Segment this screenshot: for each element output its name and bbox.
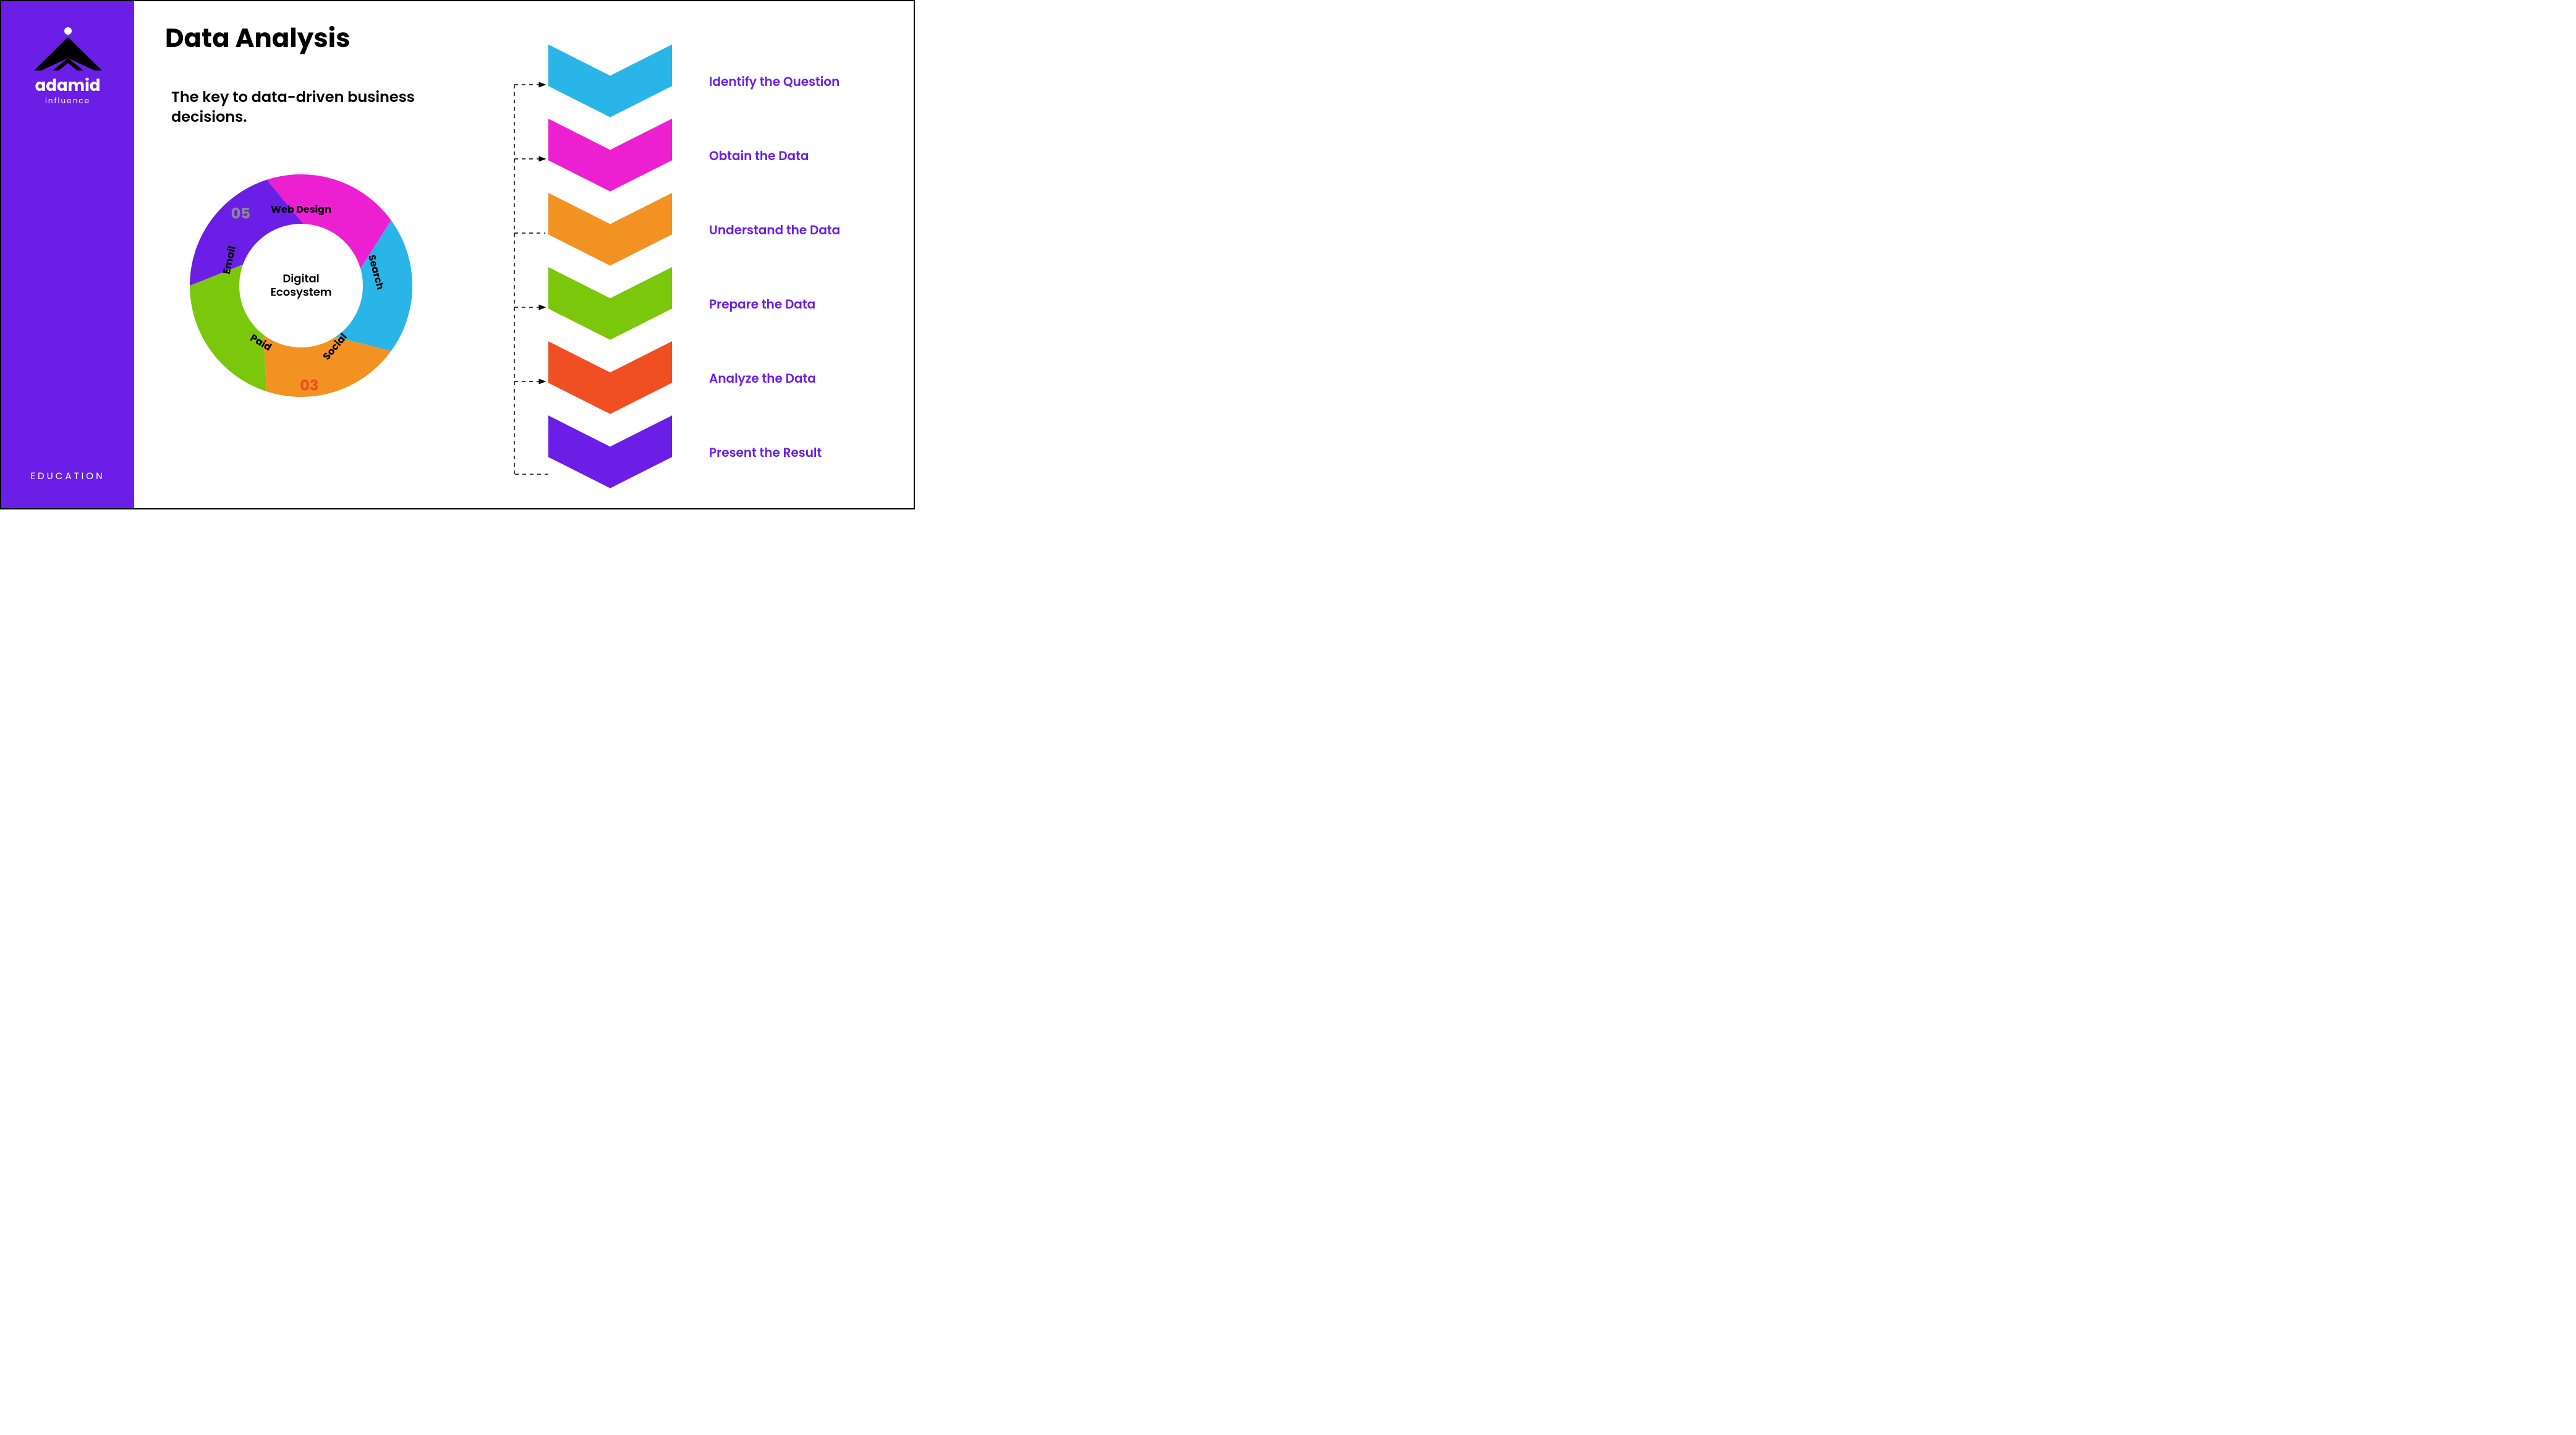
page-title: Data Analysis	[165, 19, 351, 57]
process-step-label: Obtain the Data	[709, 147, 809, 165]
slide-frame: adamid influence EDUCATION Data Analysis…	[0, 0, 915, 509]
donut-segment-number-04: 04	[200, 308, 219, 328]
process-step-label: Present the Result	[709, 443, 822, 462]
brand-name: adamid	[1, 74, 134, 98]
chevron-icon	[548, 415, 672, 490]
chevron-icon	[548, 45, 672, 119]
process-step-4: Prepare the Data	[548, 267, 895, 341]
process-steps: Identify the Question Obtain the Data Unde…	[548, 45, 895, 490]
process-step-1: Identify the Question	[548, 45, 895, 119]
donut-segment-number-01: 01	[341, 194, 356, 215]
donut-segment-label-01: Web Design	[271, 202, 331, 216]
process-step-label: Prepare the Data	[709, 295, 815, 313]
donut-segment-number-02: 02	[377, 315, 395, 336]
process-step-label: Analyze the Data	[709, 369, 816, 388]
main-content: Data Analysis The key to data-driven bus…	[134, 1, 914, 508]
process-step-6: Present the Result	[548, 415, 895, 490]
chevron-icon	[548, 267, 672, 341]
digital-ecosystem-donut: 0102030405Web DesignSearchSocialPaidEmai…	[177, 162, 425, 409]
donut-segment-number-05: 05	[231, 204, 250, 224]
brand-subtitle: influence	[1, 96, 134, 107]
donut-center-label: Digital Ecosystem	[270, 272, 331, 299]
process-step-2: Obtain the Data	[548, 119, 895, 193]
brand-logo-block: adamid influence	[1, 26, 134, 107]
chevron-icon	[548, 193, 672, 267]
process-step-label: Identify the Question	[709, 72, 840, 91]
process-step-5: Analyze the Data	[548, 341, 895, 415]
chevron-icon	[548, 119, 672, 193]
donut-segment-number-03: 03	[300, 375, 318, 396]
brand-logo-icon	[28, 26, 108, 75]
process-step-label: Understand the Data	[709, 221, 840, 239]
chevron-icon	[548, 341, 672, 415]
donut-center-line2: Ecosystem	[270, 284, 331, 300]
process-step-3: Understand the Data	[548, 193, 895, 267]
sidebar: adamid influence EDUCATION	[1, 1, 134, 508]
page-subtitle: The key to data-driven business decision…	[171, 88, 468, 128]
sidebar-category-label: EDUCATION	[1, 469, 134, 483]
